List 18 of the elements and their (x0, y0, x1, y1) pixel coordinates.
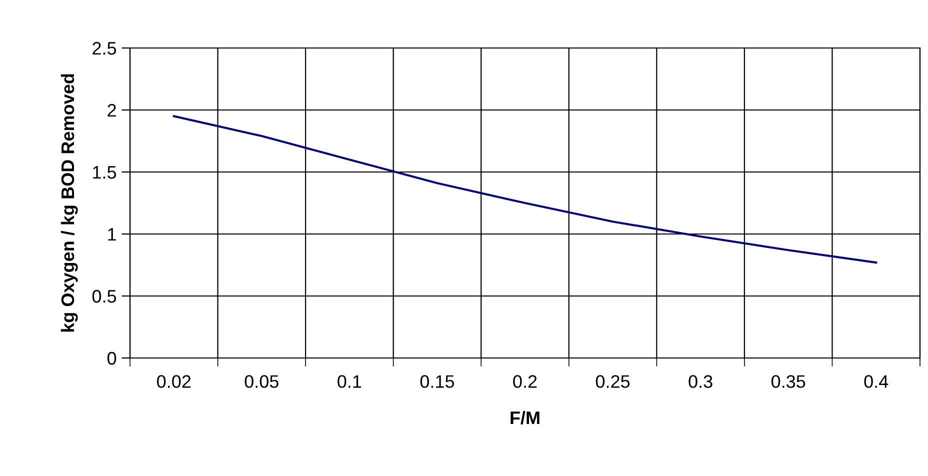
y-axis-title: kg Oxygen / kg BOD Removed (60, 74, 78, 332)
x-tick-label: 0.35 (771, 375, 806, 388)
y-tick-label: 1.5 (93, 166, 116, 179)
x-tick-label: 0.1 (338, 375, 362, 388)
y-tick-label: 0.5 (92, 290, 116, 303)
y-tick-label: 2 (108, 104, 116, 117)
line-series (172, 115, 878, 264)
x-tick-label: 0.15 (420, 375, 454, 388)
y-tick-label: 0 (107, 352, 116, 365)
y-tick-label: 1 (108, 228, 116, 241)
x-tick-label: 0.25 (596, 375, 630, 388)
x-tick-label: 0.3 (688, 375, 712, 388)
x-axis-title: F/M (510, 410, 540, 424)
x-tick-label: 0.05 (244, 375, 278, 388)
x-tick-label: 0.2 (513, 375, 537, 388)
x-tick-label: 0.02 (157, 375, 191, 388)
x-tick-label: 0.4 (864, 375, 888, 388)
y-tick-label: 2.5 (92, 42, 116, 55)
